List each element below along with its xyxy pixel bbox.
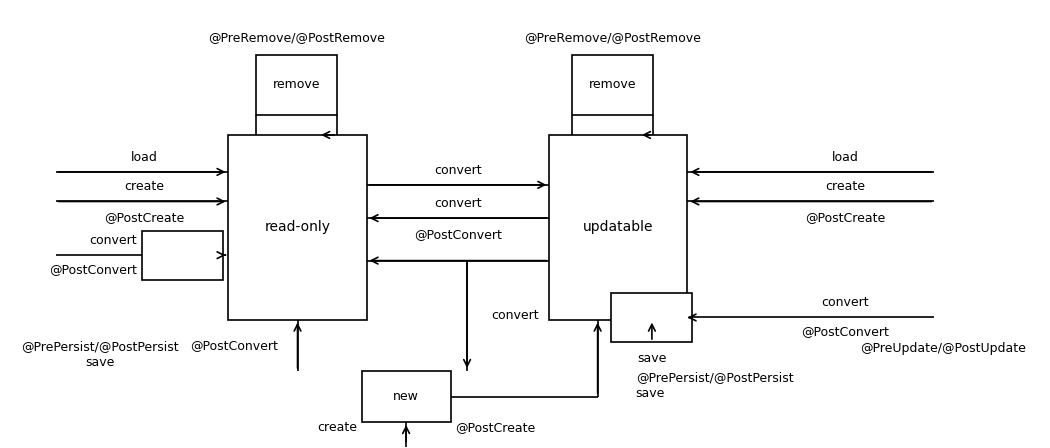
- Text: @PreUpdate/@PostUpdate: @PreUpdate/@PostUpdate: [860, 342, 1026, 355]
- Bar: [611, 293, 692, 342]
- Bar: [229, 135, 366, 320]
- Text: load: load: [131, 151, 158, 164]
- Text: load: load: [832, 151, 859, 164]
- Bar: [142, 231, 223, 280]
- Text: @PostConvert: @PostConvert: [190, 339, 278, 352]
- Text: convert: convert: [434, 164, 482, 177]
- Text: convert: convert: [89, 234, 136, 247]
- Text: updatable: updatable: [583, 220, 653, 234]
- Text: @PrePersist/@PostPersist: @PrePersist/@PostPersist: [635, 371, 794, 384]
- Bar: [572, 55, 653, 115]
- Bar: [256, 55, 337, 115]
- Text: remove: remove: [273, 78, 320, 91]
- Text: @PostCreate: @PostCreate: [104, 211, 185, 224]
- Text: @PreRemove/@PostRemove: @PreRemove/@PostRemove: [524, 30, 700, 44]
- Text: @PostCreate: @PostCreate: [456, 421, 536, 434]
- Text: save: save: [637, 352, 667, 365]
- Text: @PostCreate: @PostCreate: [805, 211, 885, 224]
- Bar: [549, 135, 688, 320]
- Text: @PostConvert: @PostConvert: [48, 263, 136, 276]
- Text: new: new: [393, 390, 419, 403]
- Text: save: save: [635, 387, 665, 400]
- Text: create: create: [125, 181, 165, 194]
- Text: save: save: [85, 356, 114, 369]
- Text: convert: convert: [821, 297, 869, 310]
- Text: @PostConvert: @PostConvert: [414, 228, 502, 241]
- Text: @PrePersist/@PostPersist: @PrePersist/@PostPersist: [21, 340, 179, 353]
- Text: create: create: [317, 421, 357, 434]
- Text: convert: convert: [434, 197, 482, 210]
- Bar: [361, 371, 450, 422]
- Text: remove: remove: [589, 78, 636, 91]
- Text: create: create: [825, 181, 865, 194]
- Text: convert: convert: [491, 309, 540, 322]
- Text: @PreRemove/@PostRemove: @PreRemove/@PostRemove: [208, 30, 385, 44]
- Text: @PostConvert: @PostConvert: [801, 326, 889, 339]
- Text: read-only: read-only: [265, 220, 331, 234]
